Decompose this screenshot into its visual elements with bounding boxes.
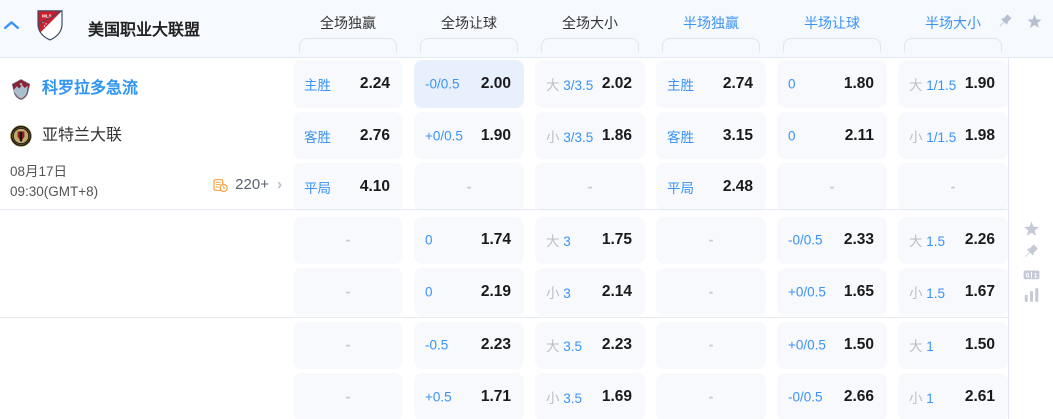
svg-text:1: 1 bbox=[1034, 273, 1038, 280]
svg-text:0: 0 bbox=[1026, 273, 1030, 280]
